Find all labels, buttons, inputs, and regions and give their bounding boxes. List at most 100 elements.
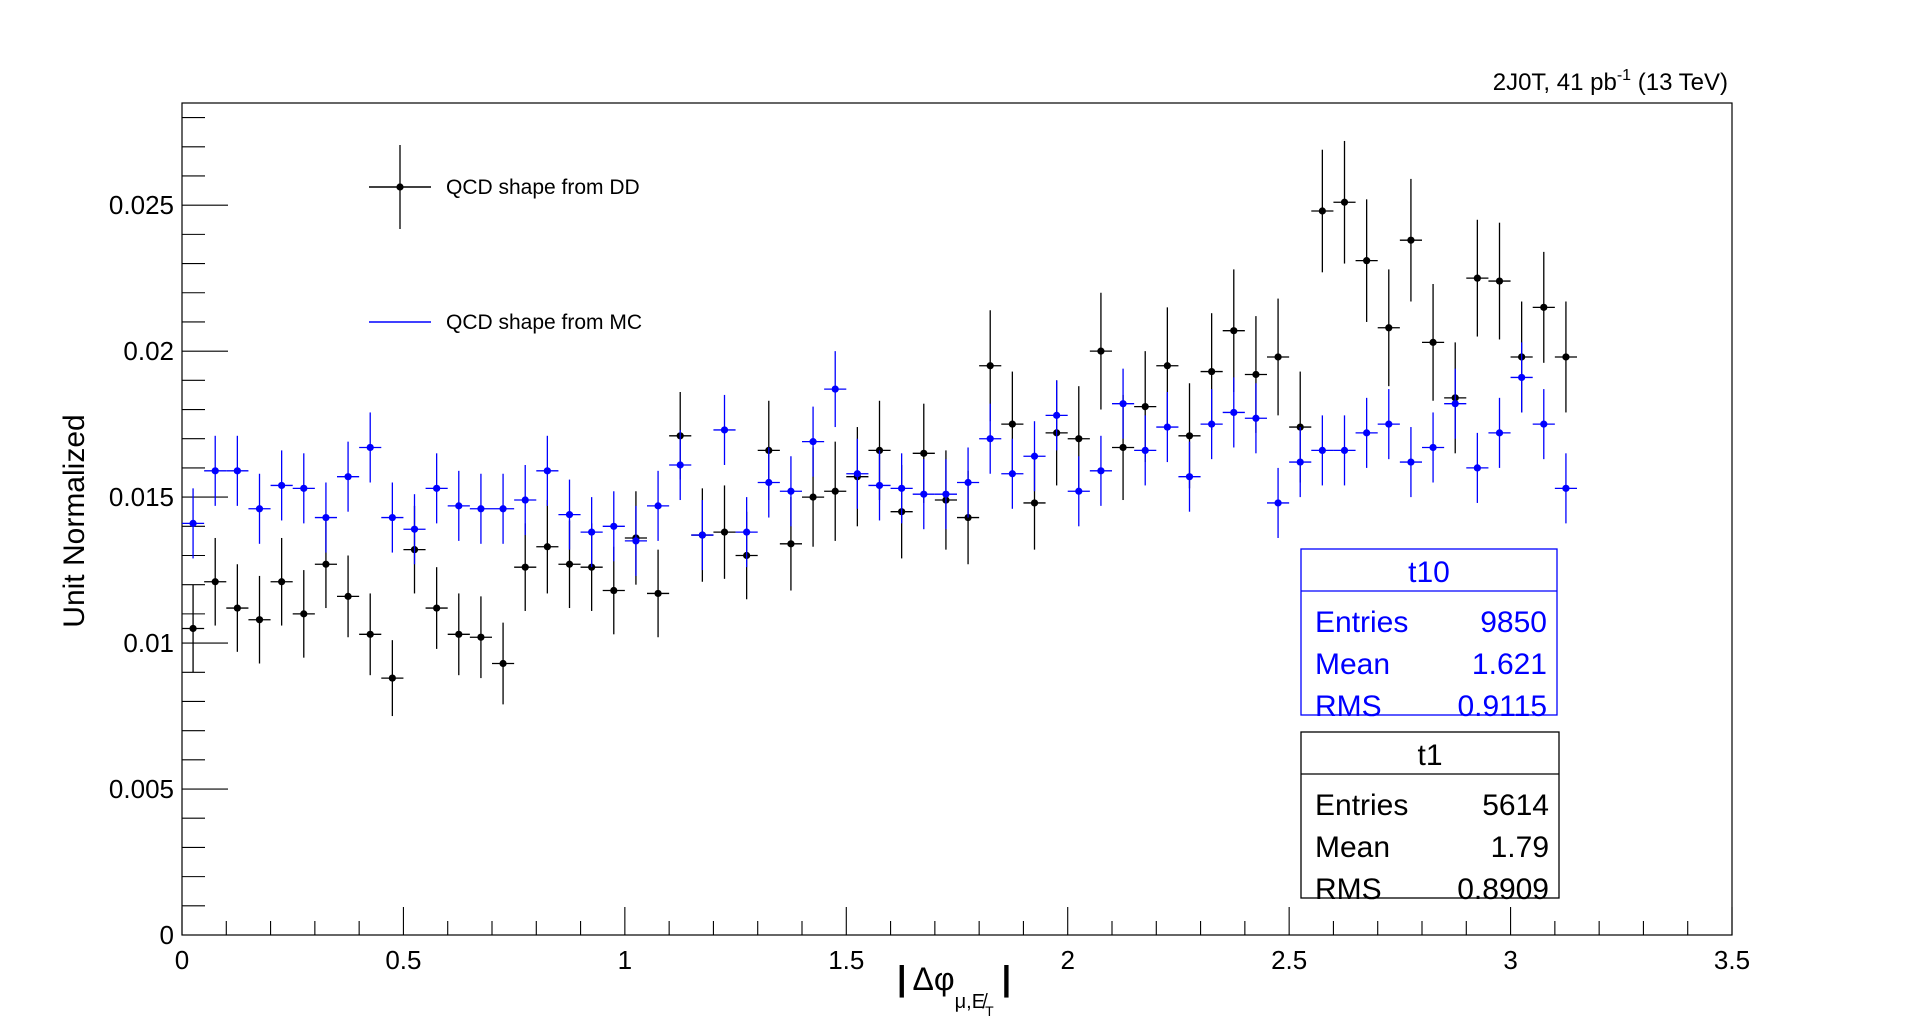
stat-row-value: 5614 <box>1482 789 1549 822</box>
legend-marker <box>396 183 404 191</box>
data-point <box>477 633 485 641</box>
y-tick-label: 0.02 <box>123 336 174 366</box>
data-point <box>455 502 463 510</box>
data-point <box>1385 420 1393 428</box>
data-point <box>787 540 795 548</box>
data-point <box>809 438 817 446</box>
stat-box-border <box>1300 731 1560 899</box>
stat-row-label: Mean <box>1315 831 1390 864</box>
data-point <box>1141 403 1149 411</box>
data-point <box>1075 487 1083 495</box>
data-point <box>920 449 928 457</box>
data-point <box>1451 400 1459 408</box>
data-point <box>1363 429 1371 437</box>
data-point <box>1318 446 1326 454</box>
data-point <box>565 511 574 519</box>
data-point <box>632 537 640 545</box>
data-point <box>1230 327 1238 335</box>
data-point <box>1518 373 1526 382</box>
data-point <box>499 505 507 513</box>
data-point <box>1252 414 1260 422</box>
data-point <box>255 616 264 624</box>
data-point <box>875 481 884 490</box>
legend-entry: QCD shape from DD <box>369 145 640 229</box>
data-point <box>588 563 596 571</box>
data-point <box>809 493 817 501</box>
data-point <box>322 513 330 522</box>
x-tick-label: 2.5 <box>1271 945 1307 975</box>
x-tick-label: 0 <box>175 945 189 975</box>
data-point <box>654 589 662 598</box>
data-point <box>1340 198 1349 206</box>
data-point <box>255 505 264 513</box>
data-point <box>1540 420 1548 428</box>
data-point <box>388 513 396 522</box>
legend-label: QCD shape from MC <box>446 311 642 334</box>
data-point <box>1163 362 1171 370</box>
data-point <box>1495 277 1504 285</box>
data-point <box>1119 443 1127 452</box>
data-point <box>720 426 729 434</box>
data-point <box>521 496 529 504</box>
data-point <box>344 473 352 481</box>
data-point <box>233 467 241 475</box>
stat-row-label: Mean <box>1315 648 1390 681</box>
data-point <box>610 522 618 530</box>
data-point <box>853 470 861 478</box>
legend: QCD shape from DD QCD shape from MC <box>369 145 642 334</box>
data-point <box>920 490 928 498</box>
x-axis-title: | Δφμ,E̸T| <box>897 960 1011 1019</box>
legend-entry: QCD shape from MC <box>369 311 642 334</box>
plot-frame <box>181 102 1733 936</box>
y-tick-label: 0.025 <box>109 190 174 220</box>
series-layer <box>182 140 1577 717</box>
stat-row-label: RMS <box>1315 690 1382 723</box>
data-point <box>543 543 551 551</box>
stat-box-title: t1 <box>1417 739 1442 772</box>
data-point <box>898 484 906 492</box>
data-point <box>1340 446 1349 454</box>
data-point <box>1097 467 1105 475</box>
data-point <box>1119 400 1127 408</box>
data-point <box>964 478 972 487</box>
y-axis-title: Unit Normalized <box>58 414 91 627</box>
y-tick-label: 0.01 <box>123 628 174 658</box>
data-point <box>1141 446 1149 454</box>
stat-row-label: RMS <box>1315 873 1382 906</box>
data-point <box>1429 443 1437 452</box>
data-point <box>521 563 529 571</box>
y-tick-label: 0.005 <box>109 774 174 804</box>
data-point <box>676 461 684 469</box>
data-point <box>1407 236 1415 244</box>
data-point <box>1030 499 1039 507</box>
data-point <box>1097 347 1105 355</box>
data-point <box>1274 353 1282 361</box>
data-point <box>1163 423 1171 431</box>
data-point <box>964 513 972 522</box>
data-point <box>300 484 308 492</box>
stat-row-value: 9850 <box>1480 606 1547 639</box>
x-tick-label: 2 <box>1060 945 1074 975</box>
data-point <box>233 604 241 612</box>
data-point <box>477 505 485 513</box>
x-tick-label: 1 <box>618 945 632 975</box>
data-point <box>765 478 773 487</box>
stat-row-value: 0.9115 <box>1457 690 1547 723</box>
data-point <box>322 560 330 568</box>
data-point <box>1429 338 1437 346</box>
data-point <box>1208 420 1216 428</box>
data-point <box>986 435 994 443</box>
data-point <box>410 525 419 533</box>
series-mc <box>182 342 1577 576</box>
stat-row-value: 1.79 <box>1491 831 1549 864</box>
data-point <box>433 484 441 492</box>
x-axis: 0 0.5 1 1.5 2 2.5 3 3.5 <box>175 907 1750 975</box>
data-point <box>1562 353 1570 361</box>
data-point <box>986 362 994 370</box>
data-point <box>787 487 795 495</box>
data-point <box>1185 473 1194 481</box>
data-point <box>300 610 308 618</box>
